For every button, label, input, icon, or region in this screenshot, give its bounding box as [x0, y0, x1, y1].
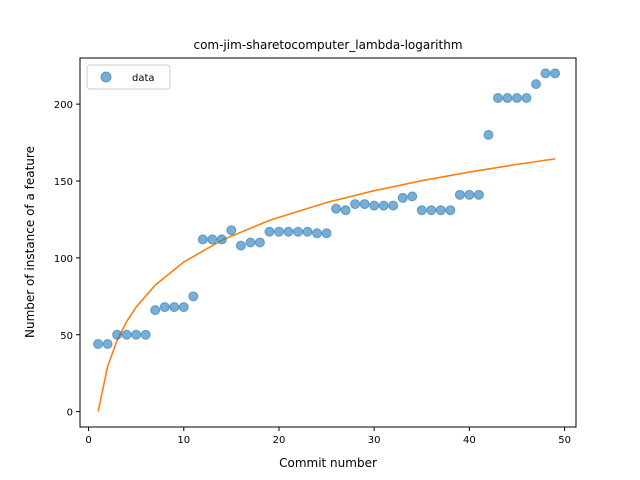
data-point: [426, 205, 437, 216]
y-tick-label: 0: [67, 408, 73, 419]
data-point: [473, 189, 484, 200]
data-point: [331, 203, 342, 214]
data-point: [121, 329, 132, 340]
data-point: [216, 234, 227, 245]
data-point: [245, 237, 256, 248]
y-tick-label: 50: [60, 331, 73, 342]
data-point: [378, 200, 389, 211]
data-point: [283, 226, 294, 237]
data-point: [511, 92, 522, 103]
data-point: [197, 234, 208, 245]
legend-marker: [100, 71, 112, 83]
legend: data: [86, 64, 171, 90]
data-point: [273, 226, 284, 237]
y-tick-label: 200: [54, 100, 73, 111]
x-axis-label: Commit number: [279, 456, 377, 470]
data-point: [159, 302, 170, 313]
data-point: [416, 205, 427, 216]
data-point: [550, 68, 561, 79]
legend-box: [86, 64, 171, 90]
data-point: [397, 192, 408, 203]
data-point: [340, 205, 351, 216]
data-point: [131, 329, 142, 340]
axes-frame: [79, 57, 577, 428]
y-axis-ticks: 0 50 100 150 200: [54, 100, 80, 419]
data-point: [302, 226, 313, 237]
data-point: [112, 329, 123, 340]
data-point: [521, 92, 532, 103]
data-point: [235, 240, 246, 251]
data-point: [445, 205, 456, 216]
y-tick-label: 100: [54, 254, 73, 265]
x-tick-label: 0: [85, 435, 91, 446]
data-point: [502, 92, 513, 103]
x-tick-label: 20: [273, 435, 286, 446]
data-point: [178, 302, 189, 313]
data-point: [407, 191, 418, 202]
data-point: [435, 205, 446, 216]
data-point: [226, 225, 237, 236]
data-point: [454, 189, 465, 200]
data-point: [359, 199, 370, 210]
data-point: [312, 228, 323, 239]
data-point: [140, 329, 151, 340]
data-point: [483, 129, 494, 140]
legend-label-data: data: [132, 73, 155, 84]
data-point: [321, 228, 332, 239]
x-tick-label: 30: [368, 435, 381, 446]
data-point: [150, 305, 161, 316]
chart-title: com-jim-sharetocomputer_lambda-logarithm: [193, 38, 462, 52]
data-point: [264, 226, 275, 237]
data-point: [531, 79, 542, 90]
data-point: [207, 234, 218, 245]
data-point: [369, 200, 380, 211]
data-point: [93, 338, 104, 349]
y-tick-label: 150: [54, 177, 73, 188]
data-point: [169, 302, 180, 313]
x-tick-label: 50: [558, 435, 571, 446]
data-point: [464, 189, 475, 200]
x-axis-ticks: 0 10 20 30 40 50: [85, 427, 571, 446]
points-layer: [93, 68, 561, 349]
data-point: [254, 237, 265, 248]
x-tick-label: 10: [177, 435, 190, 446]
y-axis-label: Number of instance of a feature: [23, 146, 37, 338]
data-point: [350, 199, 361, 210]
x-tick-label: 40: [463, 435, 476, 446]
data-point: [293, 226, 304, 237]
data-point: [102, 338, 113, 349]
data-point: [388, 200, 399, 211]
data-point: [492, 92, 503, 103]
data-point: [540, 68, 551, 79]
data-point: [188, 291, 199, 302]
plot-area: [93, 68, 561, 412]
